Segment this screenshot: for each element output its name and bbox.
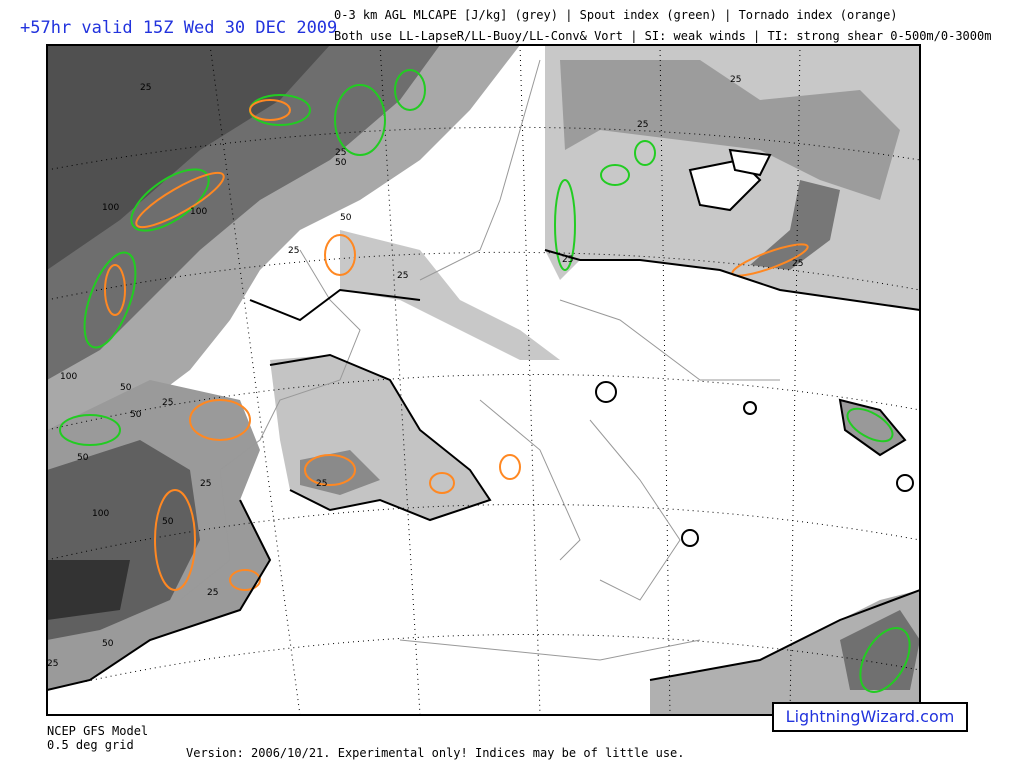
cape-zero-contour: [47, 249, 920, 691]
legend-line-1: 0-3 km AGL MLCAPE [J/kg] (grey) | Spout …: [334, 8, 898, 22]
contour-label: 50: [340, 213, 352, 223]
contour-label: 25: [140, 83, 151, 93]
contour-label: 25: [200, 479, 211, 489]
map-frame: [46, 44, 921, 716]
contour-label: 50: [130, 410, 142, 420]
brand-logo[interactable]: LightningWizard.com: [772, 702, 968, 732]
contour-label: 25: [47, 659, 58, 669]
contour-label: 25: [316, 479, 327, 489]
contour-label: 100: [190, 207, 207, 217]
valid-time-title: +57hr valid 15Z Wed 30 DEC 2009: [20, 18, 338, 38]
contour-label: 25: [792, 259, 803, 269]
contour-label: 25: [162, 398, 173, 408]
contour-label: 25: [288, 246, 299, 256]
contour-label: 50: [102, 639, 114, 649]
contour-label: 25: [730, 75, 741, 85]
tornado-index-contours: [104, 99, 809, 591]
contour-label: 25: [637, 120, 648, 130]
legend-line-2: Both use LL-LapseR/LL-Buoy/LL-Conv& Vort…: [334, 29, 992, 43]
grid-label: 0.5 deg grid: [47, 738, 134, 752]
cape-shading: [47, 45, 920, 715]
contour-label: 50: [77, 453, 89, 463]
model-label: NCEP GFS Model: [47, 724, 149, 738]
contour-label: 100: [92, 509, 109, 519]
contour-label: 25: [207, 588, 218, 598]
contour-label: 100: [102, 203, 119, 213]
coastlines: [179, 59, 780, 661]
contour-label: 50: [335, 158, 347, 168]
spout-index-contours: [59, 69, 911, 693]
contour-label: 50: [120, 383, 132, 393]
contour-label: 100: [60, 372, 77, 382]
contour-label: 25: [562, 255, 573, 265]
contour-labels: 25 25 50 100 100 25 50 25 25 25 100 50 5…: [47, 75, 803, 669]
contour-label: 25: [397, 271, 408, 281]
contour-label: 25: [335, 148, 346, 158]
version-note: Version: 2006/10/21. Experimental only! …: [186, 746, 685, 760]
contour-label: 50: [162, 517, 174, 527]
graticule: [47, 45, 920, 715]
